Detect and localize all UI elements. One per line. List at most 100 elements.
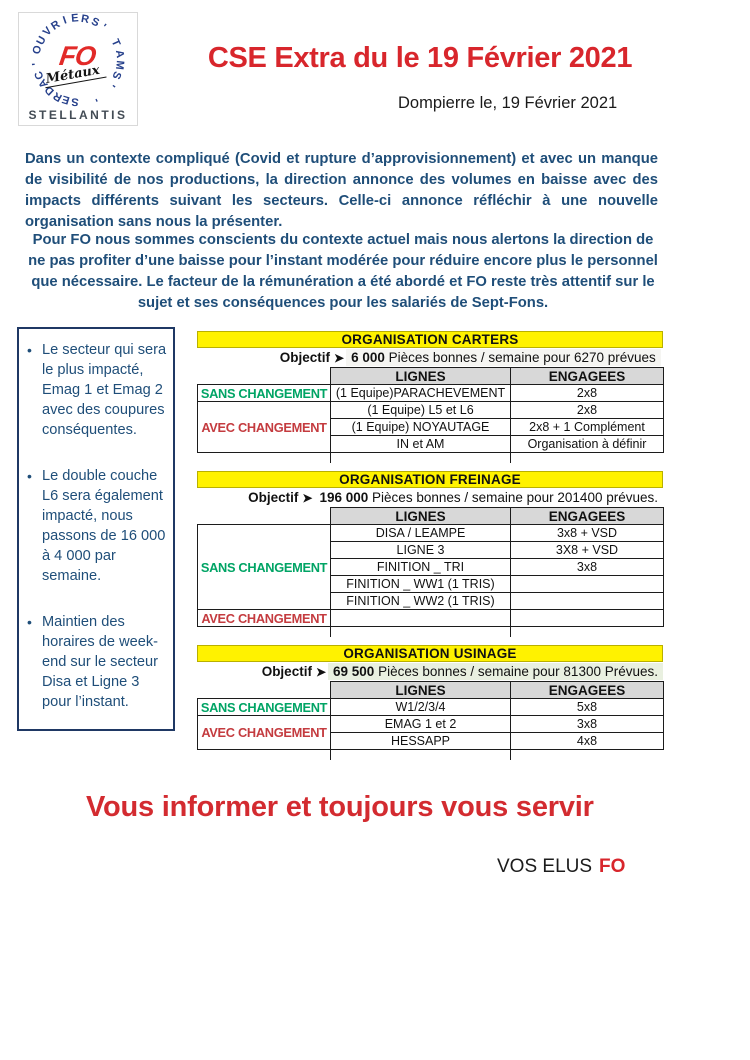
- objective-arrow-icon: ➤: [334, 350, 345, 365]
- logo-arc-letter: S: [71, 95, 80, 108]
- stub-cell: [330, 452, 511, 463]
- stub-row: [198, 626, 664, 638]
- group-label-cell: AVEC CHANGEMENT: [197, 715, 331, 750]
- fo-metaux-logo: O U V R I E R S T A M S C A D R E S ' ' ' ' FO Métaux STELLAN…: [18, 12, 138, 126]
- objective-rest: Pièces bonnes / semaine pour 6270 prévue…: [388, 350, 656, 365]
- logo-arc-letter: A: [112, 48, 126, 59]
- stub-cell: [510, 626, 664, 637]
- org-tables: ORGANISATION CARTERS Objectif ➤ 6 000 Pièce…: [197, 331, 664, 768]
- ligne-cell: W1/2/3/4: [330, 698, 511, 716]
- objective-label: Objectif: [248, 490, 299, 505]
- engagees-cell: 3x8: [510, 715, 664, 733]
- intro-paragraph: Dans un contexte compliqué (Covid et rup…: [25, 151, 658, 230]
- engagees-cell: [510, 592, 664, 610]
- logo-arc-letter: E: [70, 12, 79, 25]
- header-spacer: [198, 508, 331, 525]
- org-section: ORGANISATION USINAGE Objectif ➤ 69 500 Pièc…: [197, 645, 664, 760]
- logo-arc-letter: ': [98, 21, 109, 33]
- engagees-cell: [510, 609, 664, 627]
- objective-value: 6 000: [351, 350, 389, 365]
- list-item: Le secteur qui sera le plus impacté, Ema…: [25, 340, 167, 440]
- table-row: FINITION _ WW1 (1 TRIS): [198, 575, 664, 593]
- engagees-cell: [510, 575, 664, 593]
- org-title-banner: ORGANISATION USINAGE: [197, 645, 663, 662]
- objective-label: Objectif: [279, 350, 330, 365]
- column-header: ENGAGEES: [510, 507, 664, 525]
- column-header: ENGAGEES: [510, 367, 664, 385]
- ligne-cell: (1 Equipe) NOYAUTAGE: [330, 418, 511, 436]
- objective-text: 6 000 Pièces bonnes / semaine pour 6270 …: [346, 349, 661, 366]
- org-title-banner: ORGANISATION FREINAGE: [197, 471, 663, 488]
- signoff-prefix: VOS ELUS: [497, 856, 593, 877]
- stub-row: [198, 452, 664, 464]
- objective-arrow-icon: ➤: [302, 490, 313, 505]
- ligne-cell: LIGNE 3: [330, 541, 511, 559]
- group-label-cell: SANS CHANGEMENT: [197, 698, 331, 716]
- group-label-cell: SANS CHANGEMENT: [197, 384, 331, 402]
- stellantis-wordmark: STELLANTIS: [28, 108, 128, 122]
- ligne-cell: FINITION _ TRI: [330, 558, 511, 576]
- logo-arc-letter: T: [109, 37, 123, 49]
- ligne-cell: EMAG 1 et 2: [330, 715, 511, 733]
- ligne-cell: IN et AM: [330, 435, 511, 453]
- logo-arc-letter: ': [91, 91, 100, 104]
- logo-arc-letter: ': [105, 79, 118, 89]
- org-section: ORGANISATION FREINAGE Objectif ➤ 196 000 Pi…: [197, 471, 664, 638]
- column-header: LIGNES: [330, 367, 511, 385]
- engagees-cell: Organisation à définir: [510, 435, 664, 453]
- engagees-cell: 4x8: [510, 732, 664, 750]
- table-row: IN et AM Organisation à définir: [198, 435, 664, 453]
- objective-row: Objectif ➤ 6 000 Pièces bonnes / semaine p…: [197, 348, 663, 367]
- column-header: LIGNES: [330, 507, 511, 525]
- group-label-cell: AVEC CHANGEMENT: [197, 401, 331, 453]
- objective-rest: Pièces bonnes / semaine pour 201400 prév…: [372, 490, 658, 505]
- objective-text: 69 500 Pièces bonnes / semaine pour 8130…: [328, 663, 663, 680]
- objective-label: Objectif: [261, 664, 312, 679]
- logo-arc-letter: S: [109, 69, 124, 82]
- objective-value: 196 000: [319, 490, 373, 505]
- header-row: LIGNES ENGAGEES: [198, 681, 664, 699]
- table-row: SANS CHANGEMENT DISA / LEAMPE 3x8 + VSD: [197, 524, 664, 610]
- stub-cell: [198, 453, 331, 464]
- header-spacer: [198, 682, 331, 699]
- ligne-cell: FINITION _ WW1 (1 TRIS): [330, 575, 511, 593]
- engagees-cell: 5x8: [510, 698, 664, 716]
- page-title: CSE Extra du le 19 Février 2021: [207, 42, 633, 74]
- ligne-cell: DISA / LEAMPE: [330, 524, 511, 542]
- logo-arc-letter: S: [89, 15, 101, 30]
- stub-row: [198, 749, 664, 760]
- alert-paragraph: Pour FO nous sommes conscients du contex…: [28, 232, 658, 311]
- table-row: SANS CHANGEMENT (1 Equipe)PARACHEVEMENT 2x…: [197, 384, 664, 402]
- bullet-list: Le secteur qui sera le plus impacté, Ema…: [25, 340, 167, 712]
- table-row: AVEC CHANGEMENT (1 Equipe) L5 et L6 2x8: [197, 401, 664, 453]
- org-title-banner: ORGANISATION CARTERS: [197, 331, 663, 348]
- org-section: ORGANISATION CARTERS Objectif ➤ 6 000 Pièce…: [197, 331, 664, 464]
- logo-arc-letter: R: [80, 12, 90, 26]
- ligne-cell: FINITION _ WW2 (1 TRIS): [330, 592, 511, 610]
- group-label-cell: SANS CHANGEMENT: [197, 524, 331, 610]
- engagees-cell: 3x8: [510, 558, 664, 576]
- engagees-cell: 3x8 + VSD: [510, 524, 664, 542]
- table-row: HESSAPP 4x8: [198, 732, 664, 750]
- group-label-cell: AVEC CHANGEMENT: [197, 609, 331, 627]
- ligne-cell: (1 Equipe) L5 et L6: [330, 401, 511, 419]
- column-header: LIGNES: [330, 681, 511, 699]
- logo-arc-letter: E: [60, 92, 72, 107]
- signoff: VOS ELUS FO: [497, 856, 625, 878]
- ligne-cell: [330, 609, 511, 627]
- stub-cell: [198, 627, 331, 638]
- lines-table: LIGNES ENGAGEES SANS CHANGEMENT W1/2/3/4 5x8…: [197, 681, 664, 760]
- column-header: ENGAGEES: [510, 681, 664, 699]
- stub-cell: [330, 626, 511, 637]
- table-row: AVEC CHANGEMENT: [197, 609, 664, 627]
- dateline: Dompierre le, 19 Février 2021: [398, 94, 618, 112]
- engagees-cell: 2x8 + 1 Complément: [510, 418, 664, 436]
- table-row: FINITION _ WW2 (1 TRIS): [198, 592, 664, 610]
- logo-arc-letter: M: [112, 59, 126, 71]
- slogan: Vous informer et toujours vous servir: [86, 791, 594, 823]
- header-spacer: [198, 368, 331, 385]
- objective-arrow-icon: ➤: [315, 664, 327, 679]
- ligne-cell: (1 Equipe)PARACHEVEMENT: [330, 384, 511, 402]
- objective-row: Objectif ➤ 196 000 Pièces bonnes / semaine…: [197, 488, 663, 507]
